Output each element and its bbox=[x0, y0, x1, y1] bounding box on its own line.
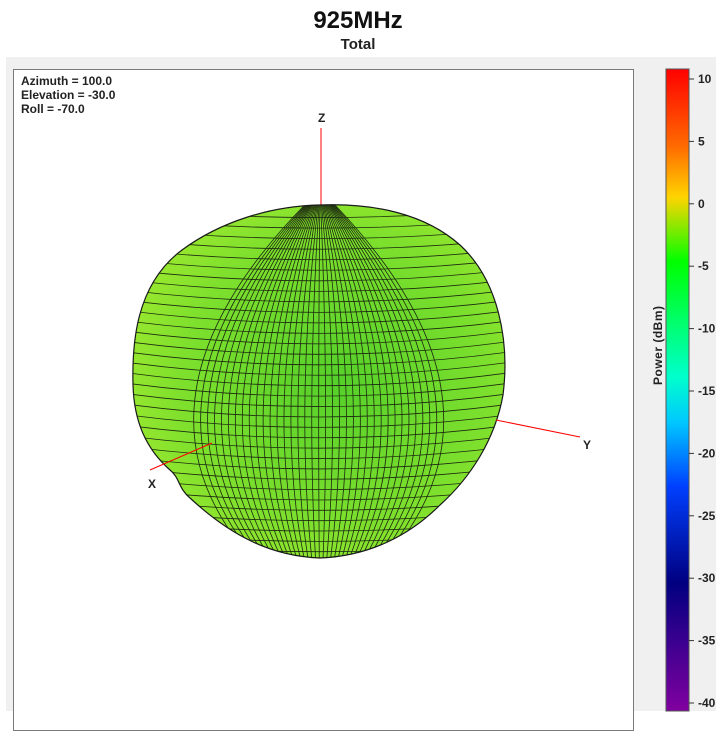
mesh-longitude-line bbox=[332, 204, 424, 558]
chart-subtitle: Total bbox=[340, 36, 376, 53]
mesh-longitude-line bbox=[241, 204, 311, 558]
mesh-longitude-line bbox=[334, 204, 445, 558]
colorbar-tick-label: 5 bbox=[698, 134, 705, 148]
colorbar-tick-label: 10 bbox=[698, 72, 712, 86]
mesh-longitude-line bbox=[269, 204, 315, 558]
colorbar-tick-label: -5 bbox=[698, 259, 709, 273]
mesh-longitude-line bbox=[255, 204, 313, 558]
mesh-longitude-line bbox=[327, 204, 382, 558]
mesh-longitude-line bbox=[227, 204, 310, 558]
colorbar-label: Power (dBm) bbox=[651, 305, 665, 385]
mesh-longitude-line bbox=[327, 204, 389, 558]
mesh-longitude-line bbox=[331, 204, 417, 558]
mesh-longitude-line bbox=[323, 204, 354, 558]
mesh-longitude-line bbox=[326, 204, 375, 558]
mesh-longitude-line bbox=[325, 204, 368, 558]
colorbar-tick-label: -10 bbox=[698, 322, 716, 336]
x-axis-label: X bbox=[148, 477, 156, 491]
z-axis-label: Z bbox=[318, 111, 325, 125]
mesh-longitude-line bbox=[290, 204, 317, 558]
y-axis-line bbox=[495, 419, 581, 438]
mesh-longitude-line bbox=[214, 204, 308, 558]
mesh-longitude-line bbox=[283, 204, 317, 558]
mesh-longitude-line bbox=[330, 204, 410, 558]
mesh-longitude-line bbox=[262, 204, 314, 558]
mesh-longitude-line bbox=[329, 204, 403, 558]
colorbar-tick-label: -30 bbox=[698, 571, 716, 585]
colorbar-tick-label: -25 bbox=[698, 509, 716, 523]
mesh-longitude-line bbox=[322, 204, 347, 558]
radiation-lobe-surface bbox=[132, 204, 506, 559]
roll-readout: Roll = -70.0 bbox=[21, 102, 85, 116]
azimuth-readout: Azimuth = 100.0 bbox=[21, 74, 113, 88]
colorbar-tick-label: -40 bbox=[698, 696, 716, 710]
mesh-longitude-line bbox=[235, 204, 311, 558]
mesh-longitude-line bbox=[248, 204, 312, 558]
mesh-longitude-line bbox=[324, 204, 361, 558]
colorbar-tick-label: 0 bbox=[698, 197, 705, 211]
y-axis-label: Y bbox=[583, 438, 591, 452]
colorbar-tick-label: -35 bbox=[698, 634, 716, 648]
mesh-longitude-line bbox=[328, 204, 396, 558]
colorbar-tick-label: -20 bbox=[698, 446, 716, 460]
mesh-longitude-line bbox=[321, 204, 340, 558]
mesh-longitude-line bbox=[193, 204, 305, 558]
mesh-longitude-line bbox=[333, 204, 438, 558]
mesh-longitude-line bbox=[304, 204, 319, 558]
radiation-pattern-plot: Z X Y 10 5 0 -5 -10 -15 -20 -25 -30 -35 -40 bbox=[132, 68, 716, 712]
mesh-longitude-line bbox=[221, 204, 309, 558]
x-axis-line bbox=[149, 442, 213, 471]
mesh-longitude-line bbox=[320, 204, 327, 558]
mesh-longitude-line bbox=[321, 204, 333, 558]
elevation-readout: Elevation = -30.0 bbox=[21, 88, 116, 102]
mesh-longitude-line bbox=[200, 204, 306, 558]
mesh-longitude-line bbox=[207, 204, 307, 558]
mesh-longitude-line bbox=[297, 204, 318, 558]
chart-title: 925MHz bbox=[313, 7, 403, 34]
colorbar-ticks: 10 5 0 -5 -10 -15 -20 -25 -30 -35 -40 bbox=[689, 72, 716, 710]
colorbar bbox=[665, 68, 690, 712]
mesh-longitude-line bbox=[318, 204, 321, 558]
mesh-longitude-line bbox=[311, 204, 320, 558]
view-info: Azimuth = 100.0 Elevation = -30.0 Roll =… bbox=[21, 74, 115, 116]
mesh-longitude-line bbox=[333, 204, 431, 558]
colorbar-tick-label: -15 bbox=[698, 384, 716, 398]
mesh-longitude-line bbox=[276, 204, 316, 558]
